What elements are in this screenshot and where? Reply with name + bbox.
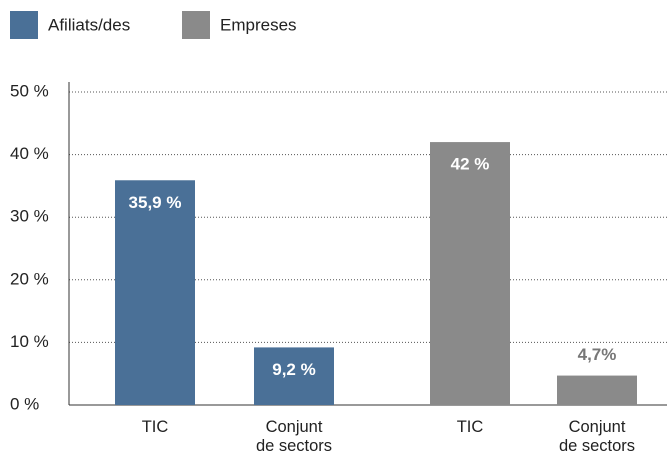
x-tick-label: TIC (456, 418, 484, 436)
y-tick-label: 0 % (10, 394, 39, 413)
x-tick-label: Conjunt de sectors (255, 418, 333, 455)
bar (254, 347, 334, 405)
y-tick-label: 40 % (10, 144, 49, 163)
bar (430, 142, 510, 405)
value-label: 35,9 % (129, 193, 182, 212)
x-tick-label: TIC (141, 418, 169, 436)
value-label: 4,7% (578, 345, 617, 364)
x-tick-label: Conjunt de sectors (558, 418, 636, 455)
bar (115, 180, 195, 405)
y-tick-label: 20 % (10, 269, 49, 288)
legend-label: Afiliats/des (48, 15, 130, 34)
y-tick-label: 50 % (10, 81, 49, 100)
value-label: 9,2 % (272, 360, 315, 379)
legend-swatch (10, 11, 38, 39)
y-tick-label: 30 % (10, 207, 49, 226)
value-label: 42 % (451, 155, 490, 174)
bar (557, 375, 637, 405)
legend-label: Empreses (220, 15, 297, 34)
y-tick-label: 10 % (10, 332, 49, 351)
legend-swatch (182, 11, 210, 39)
